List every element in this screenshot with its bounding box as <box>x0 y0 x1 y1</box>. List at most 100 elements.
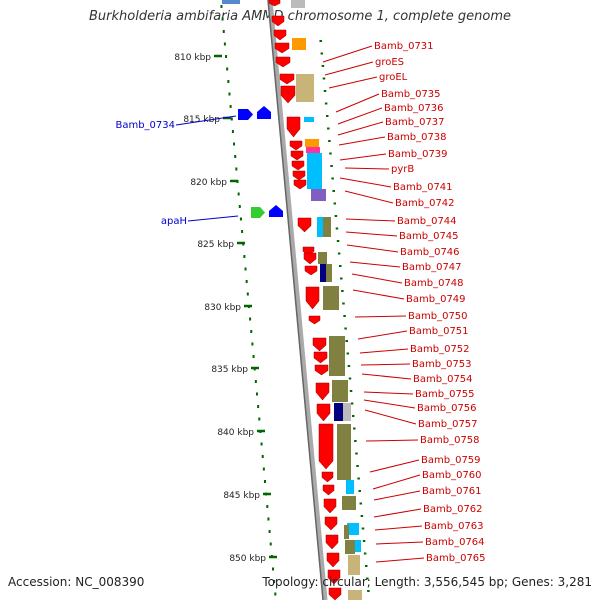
gene-arrow <box>326 552 340 568</box>
scale-label: 825 kbp <box>197 240 234 250</box>
gene-category-bar <box>311 189 326 201</box>
scale-minor-tick <box>235 167 238 171</box>
gene-arrow-forward <box>251 207 265 218</box>
gene-category-bar <box>222 0 240 4</box>
scale-minor-tick <box>221 17 224 21</box>
chromosome-backbone <box>267 0 328 600</box>
gene-category-bar <box>332 380 348 402</box>
scale-minor-tick <box>262 467 265 471</box>
gene-category-bar <box>296 74 314 102</box>
scale-minor-tick <box>333 202 337 205</box>
gene-category-bar <box>292 38 306 50</box>
scale-minor-tick <box>252 355 255 358</box>
scale-minor-tick <box>350 402 354 405</box>
scale-minor-tick <box>230 117 233 121</box>
scale-minor-tick <box>358 490 361 492</box>
scale-minor-tick <box>267 517 270 521</box>
gene-category-bar <box>326 264 332 282</box>
scale-minor-tick <box>330 165 333 167</box>
gene-label: Bamb_0758 <box>420 435 480 446</box>
gene-label: Bamb_0746 <box>400 247 460 258</box>
scale-minor-tick <box>348 377 352 380</box>
scale-minor-tick <box>323 90 327 92</box>
scale-minor-tick <box>257 405 260 408</box>
gene-label: Bamb_0731 <box>374 41 434 52</box>
gene-label: Bamb_0734 <box>115 120 175 131</box>
scale-minor-tick <box>331 177 334 180</box>
scale-minor-tick <box>325 115 329 117</box>
scale-minor-tick <box>351 415 355 417</box>
gene-arrow <box>275 56 291 68</box>
scale-minor-tick <box>220 5 223 8</box>
scale-minor-tick <box>264 480 266 483</box>
scale-minor-tick <box>334 215 338 217</box>
chromosome-backbone-edge <box>267 0 324 600</box>
scale-minor-tick <box>247 305 250 308</box>
right-gene-labels: Bamb_0731 groES groEL Bamb_0735 Bamb_0736 Bam… <box>374 41 486 564</box>
scale-minor-tick <box>229 105 232 108</box>
gene-label: Bamb_0753 <box>412 359 472 370</box>
scale-label: 850 kbp <box>229 554 266 564</box>
gene-category-bar <box>320 264 330 282</box>
scale-minor-tick <box>354 440 357 442</box>
gene-category-bar <box>344 525 349 539</box>
gene-label: Bamb_0736 <box>384 103 444 114</box>
scale-minor-tick <box>322 77 326 80</box>
label-leader-line <box>328 76 378 89</box>
scale-minor-tick <box>239 217 242 221</box>
gene-category-bar <box>306 147 320 153</box>
scale-minor-tick <box>319 40 322 42</box>
scale-minor-tick <box>265 492 268 496</box>
label-leader-line <box>335 93 380 113</box>
gene-arrow <box>303 252 317 265</box>
gene-label: Bamb_0748 <box>404 278 464 289</box>
gene-label: Bamb_0752 <box>410 344 470 355</box>
scale-minor-tick <box>231 130 234 133</box>
scale-minor-tick <box>249 317 252 321</box>
gene-category-bar <box>334 403 344 421</box>
scale-minor-tick <box>357 477 360 480</box>
label-leader-line <box>345 231 398 237</box>
label-leader-line <box>337 121 384 136</box>
gene-arrow <box>304 265 318 276</box>
gene-arrow <box>291 160 305 171</box>
gene-label: Bamb_0760 <box>422 470 482 481</box>
label-leader-line <box>349 261 401 268</box>
label-leader-line <box>175 115 237 126</box>
scale-minor-tick <box>328 140 331 142</box>
scale-minor-tick <box>266 505 269 508</box>
label-leader-line <box>339 177 392 188</box>
scale-minor-tick <box>253 367 256 371</box>
gene-label: Bamb_0755 <box>415 389 475 400</box>
scale-minor-tick <box>366 577 369 580</box>
scale-minor-tick <box>338 265 342 267</box>
gene-arrow <box>279 73 295 85</box>
scale-minor-tick <box>367 590 370 592</box>
scale-minor-tick <box>244 267 247 271</box>
scale-minor-tick <box>341 290 344 292</box>
label-leader-line <box>365 439 419 442</box>
scale-minor-tick <box>268 530 271 533</box>
scale-minor-tick <box>261 455 264 458</box>
gene-arrow <box>323 498 337 514</box>
scale-minor-tick <box>342 302 345 305</box>
gene-arrow <box>312 337 327 352</box>
label-leader-line <box>346 244 399 253</box>
scale-minor-tick <box>332 190 335 192</box>
label-leader-line <box>369 459 420 473</box>
gene-label: Bamb_0741 <box>393 182 453 193</box>
scale-minor-tick <box>234 155 237 158</box>
gene-label: Bamb_0742 <box>395 198 455 209</box>
map-title: Burkholderia ambifaria AMMD chromosome 1… <box>88 9 512 24</box>
gene-arrow <box>324 516 338 531</box>
scale-minor-tick <box>258 417 261 421</box>
scale-minor-tick <box>237 192 240 196</box>
topology-text: Topology: circular; Length: 3,556,545 bp… <box>262 575 592 589</box>
scale-minor-tick <box>340 277 343 280</box>
scale-minor-tick <box>355 452 358 455</box>
label-leader-line <box>363 391 414 395</box>
gene-label: Bamb_0751 <box>409 326 469 337</box>
scale-minor-tick <box>222 30 225 33</box>
gene-arrow-forward <box>238 109 253 120</box>
